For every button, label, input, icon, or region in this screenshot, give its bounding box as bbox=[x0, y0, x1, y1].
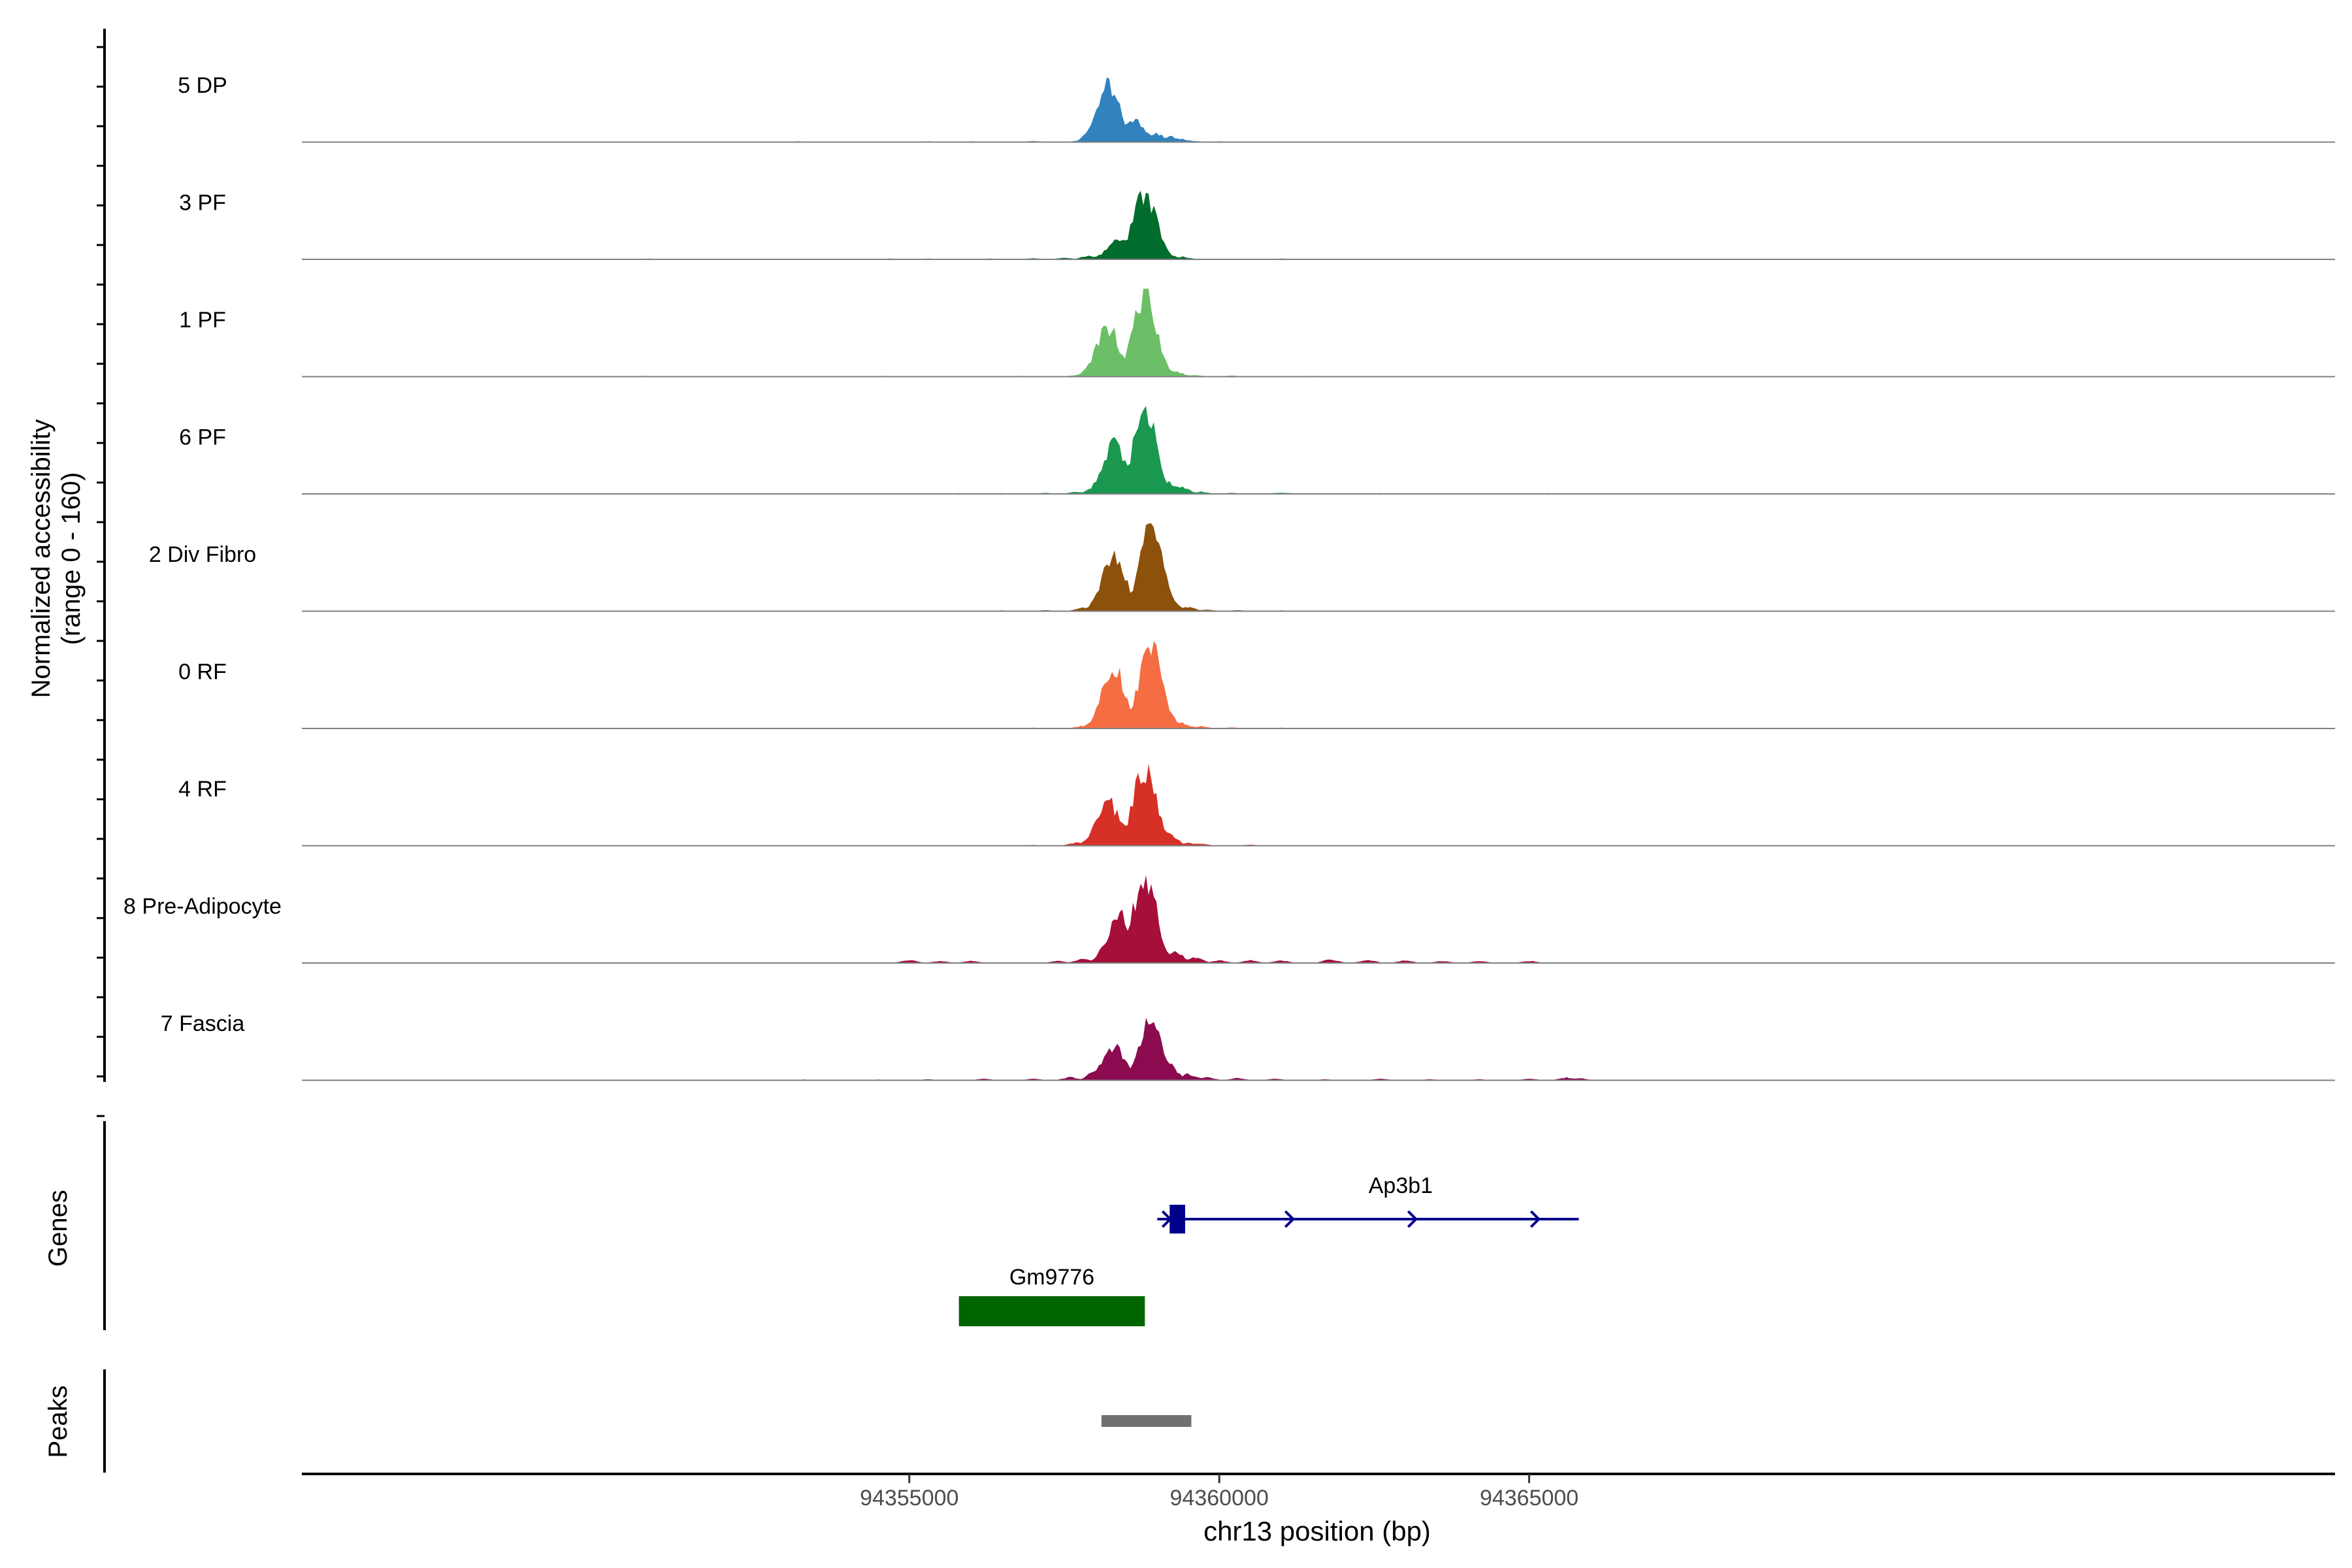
x-tick-label: 94365000 bbox=[1480, 1486, 1578, 1511]
gene-ap3b1: Ap3b1 bbox=[1157, 1173, 1579, 1233]
track-1-pf: 1 PF bbox=[179, 288, 2335, 378]
x-tick-label: 94360000 bbox=[1170, 1486, 1269, 1511]
track-label: 3 PF bbox=[179, 190, 226, 215]
track-6-pf: 6 PF bbox=[179, 406, 2335, 495]
track-label: 0 RF bbox=[178, 659, 227, 684]
strand-arrow bbox=[1284, 1210, 1296, 1228]
peaks-track bbox=[1101, 1415, 1192, 1427]
gene-exon bbox=[1169, 1205, 1186, 1233]
gene-gm9776: Gm9776 bbox=[958, 1265, 1145, 1326]
gene-body bbox=[958, 1296, 1145, 1326]
track-2-div-fibro: 2 Div Fibro bbox=[149, 523, 2335, 612]
gene-label: Gm9776 bbox=[1009, 1265, 1094, 1290]
x-tick-label: 94355000 bbox=[860, 1486, 958, 1511]
genes-track: Ap3b1 Gm9776 bbox=[958, 1173, 1579, 1326]
track-5-dp: 5 DP bbox=[178, 73, 2335, 143]
track-label: 8 Pre-Adipocyte bbox=[123, 894, 282, 919]
x-axis-label: chr13 position (bp) bbox=[1203, 1516, 1431, 1546]
track-label: 5 DP bbox=[178, 73, 227, 98]
peaks-panel-label: Peaks bbox=[44, 1385, 73, 1458]
track-label: 7 Fascia bbox=[161, 1011, 245, 1036]
track-8-pre-adipocyte: 8 Pre-Adipocyte bbox=[123, 875, 2335, 964]
track-label: 1 PF bbox=[179, 308, 226, 333]
strand-arrow bbox=[1407, 1210, 1418, 1228]
track-label: 6 PF bbox=[179, 425, 226, 449]
y-axis-label-line2: (range 0 - 160) bbox=[57, 472, 86, 645]
strand-arrow bbox=[1529, 1210, 1541, 1228]
track-4-rf: 4 RF bbox=[178, 764, 2335, 847]
x-axis-ticks: 94355000 94360000 94365000 bbox=[860, 1474, 1578, 1511]
track-label: 2 Div Fibro bbox=[149, 542, 256, 567]
y-axis-label-line1: Normalized accessibility bbox=[27, 419, 56, 698]
track-0-rf: 0 RF bbox=[178, 641, 2335, 729]
coverage-axis bbox=[97, 29, 106, 1117]
gene-label: Ap3b1 bbox=[1369, 1173, 1433, 1198]
coverage-tracks: 5 DP 3 PF 1 PF 6 PF 2 Div Fibro 0 RF 4 RF 8 Pre… bbox=[123, 73, 2335, 1081]
peak-region bbox=[1101, 1415, 1192, 1427]
track-7-fascia: 7 Fascia bbox=[161, 1011, 2335, 1081]
track-3-pf: 3 PF bbox=[179, 190, 2335, 260]
genes-panel-label: Genes bbox=[44, 1190, 73, 1267]
track-label: 4 RF bbox=[178, 777, 227, 802]
